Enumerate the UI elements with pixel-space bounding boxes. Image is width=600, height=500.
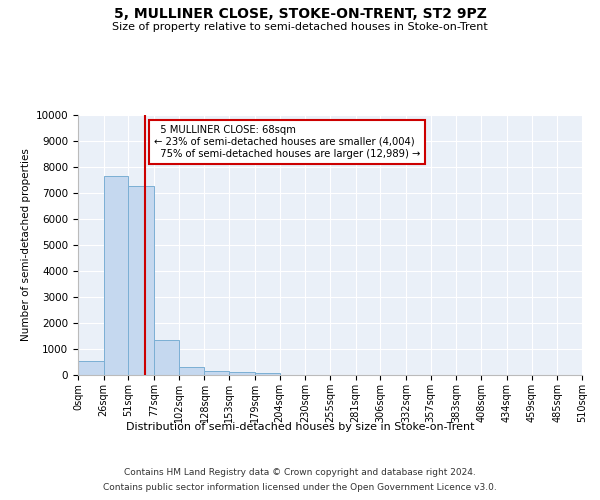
Text: Distribution of semi-detached houses by size in Stoke-on-Trent: Distribution of semi-detached houses by …: [126, 422, 474, 432]
Bar: [205, 371, 229, 375]
Text: 5, MULLINER CLOSE, STOKE-ON-TRENT, ST2 9PZ: 5, MULLINER CLOSE, STOKE-ON-TRENT, ST2 9…: [113, 8, 487, 22]
Text: 5 MULLINER CLOSE: 68sqm
← 23% of semi-detached houses are smaller (4,004)
  75% : 5 MULLINER CLOSE: 68sqm ← 23% of semi-de…: [154, 126, 421, 158]
Bar: [179, 366, 205, 375]
Y-axis label: Number of semi-detached properties: Number of semi-detached properties: [22, 148, 31, 342]
Bar: [229, 372, 255, 375]
Text: Contains public sector information licensed under the Open Government Licence v3: Contains public sector information licen…: [103, 483, 497, 492]
Text: Size of property relative to semi-detached houses in Stoke-on-Trent: Size of property relative to semi-detach…: [112, 22, 488, 32]
Bar: [104, 176, 128, 375]
Bar: [78, 360, 104, 375]
Bar: [128, 186, 154, 375]
Bar: [154, 340, 179, 375]
Text: Contains HM Land Registry data © Crown copyright and database right 2024.: Contains HM Land Registry data © Crown c…: [124, 468, 476, 477]
Bar: [255, 372, 280, 375]
